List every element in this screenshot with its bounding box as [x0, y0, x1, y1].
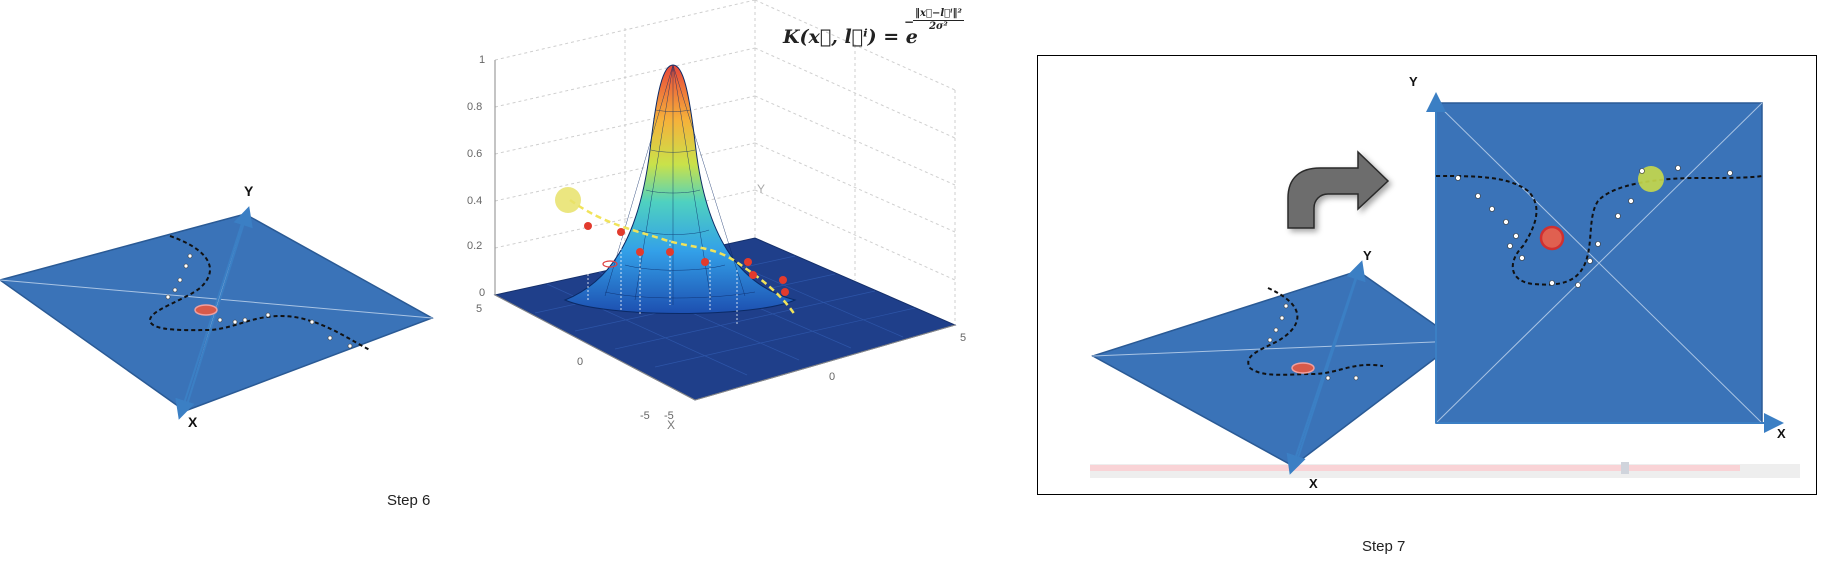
y-tick-minus5: -5 [664, 410, 674, 422]
step6-x-axis [175, 213, 246, 420]
step7-small-y-label: Y [1363, 248, 1372, 263]
step6-decision-boundary [148, 235, 371, 351]
step7-caption: Step 7 [1362, 538, 1406, 555]
surface-front-x-label: X [667, 418, 676, 432]
step7-diagram [1090, 92, 1800, 478]
x-tick-0: 0 [577, 356, 584, 368]
y-tick-0: 0 [829, 371, 836, 383]
surface-back-y-label: Y [757, 182, 766, 196]
step7-landmark [1539, 225, 1565, 251]
step7-large-y-label: Y [1409, 74, 1418, 89]
y-tick-5: 5 [960, 332, 967, 344]
step7-progress-thumb [1621, 462, 1629, 474]
gaussian-bell [563, 64, 797, 314]
formula-den: 2σ² [929, 21, 948, 32]
step7-highlight [1638, 166, 1664, 192]
z-tick-1: 1 [479, 54, 486, 66]
step6-plane-y-label: Y [244, 183, 254, 199]
step7-decision-boundary [1435, 175, 1763, 286]
step7-transition-arrow [1287, 150, 1390, 229]
z-tick-0: 0 [479, 287, 486, 299]
step6-plane-x-label: X [188, 414, 198, 430]
gaussian-surface-chart [493, 0, 957, 401]
step6-plane-diagram [0, 206, 434, 420]
formula-num: ‖x⃗−l⃗ⁱ‖² [913, 8, 964, 21]
x-tick-5: 5 [476, 303, 483, 315]
z-tick-0.8: 0.8 [467, 101, 483, 113]
step7-small-plane [1091, 270, 1460, 467]
z-tick-0.6: 0.6 [467, 148, 483, 160]
formula-exponent: − ‖x⃗−l⃗ⁱ‖² 2σ² [904, 8, 964, 32]
step7-large-x-label: X [1777, 426, 1786, 441]
step6-highlight [555, 187, 581, 213]
step6-caption: Step 6 [387, 492, 431, 509]
formula-lhs: K(x⃗, l⃗ⁱ) = e [783, 26, 918, 48]
kernel-formula: K(x⃗, l⃗ⁱ) = e − ‖x⃗−l⃗ⁱ‖² 2σ² [783, 8, 964, 48]
step7-panel: Y X Y X [1037, 55, 1817, 495]
z-tick-0.2: 0.2 [467, 240, 483, 252]
step7-small-x-label: X [1309, 476, 1318, 491]
step6-yellow-path [569, 198, 797, 316]
step6-landmark [194, 304, 218, 316]
step7-progress-fill [1090, 465, 1740, 471]
x-tick-minus5: -5 [640, 410, 650, 422]
z-tick-0.4: 0.4 [467, 195, 483, 207]
